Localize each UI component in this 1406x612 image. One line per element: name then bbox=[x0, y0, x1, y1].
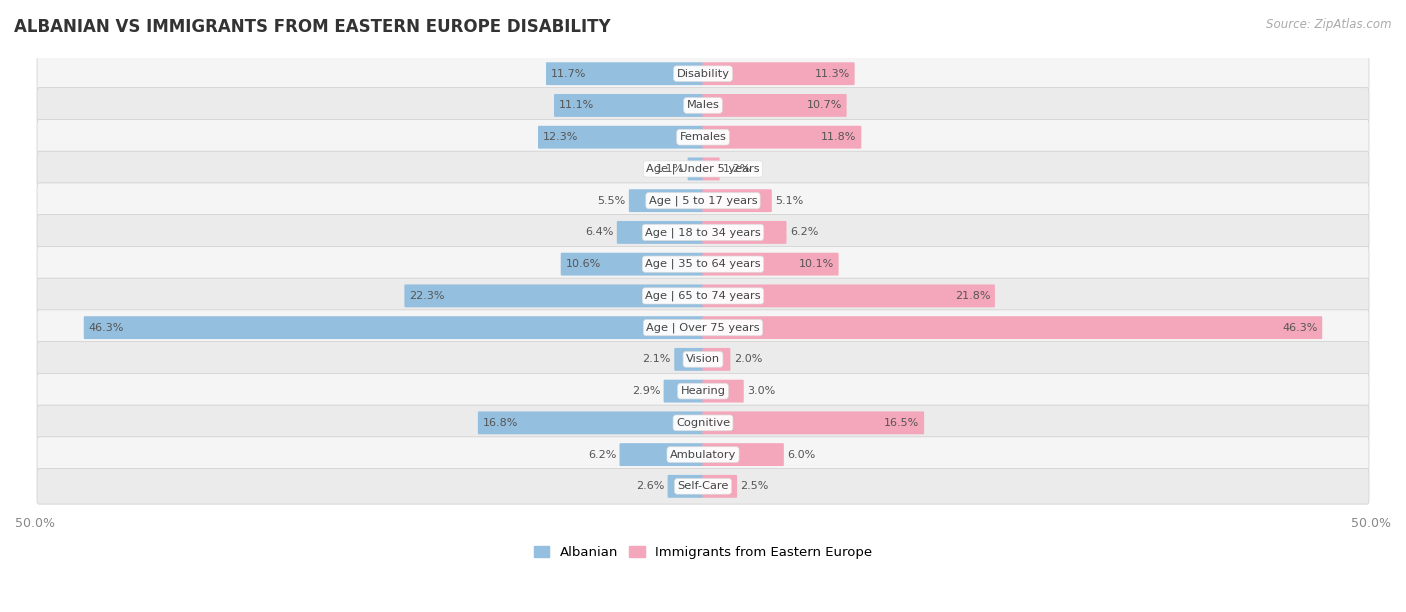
Text: 2.0%: 2.0% bbox=[734, 354, 762, 364]
Text: Ambulatory: Ambulatory bbox=[669, 450, 737, 460]
FancyBboxPatch shape bbox=[405, 285, 703, 307]
Text: 10.1%: 10.1% bbox=[799, 259, 834, 269]
FancyBboxPatch shape bbox=[703, 253, 838, 275]
FancyBboxPatch shape bbox=[554, 94, 703, 117]
Text: 46.3%: 46.3% bbox=[89, 323, 124, 333]
Text: 3.0%: 3.0% bbox=[747, 386, 775, 396]
FancyBboxPatch shape bbox=[703, 443, 783, 466]
Text: Females: Females bbox=[679, 132, 727, 142]
FancyBboxPatch shape bbox=[37, 88, 1369, 123]
Text: 6.2%: 6.2% bbox=[790, 228, 818, 237]
Text: Source: ZipAtlas.com: Source: ZipAtlas.com bbox=[1267, 18, 1392, 31]
FancyBboxPatch shape bbox=[664, 379, 703, 403]
Text: Age | 5 to 17 years: Age | 5 to 17 years bbox=[648, 195, 758, 206]
FancyBboxPatch shape bbox=[703, 62, 855, 85]
Text: Age | Under 5 years: Age | Under 5 years bbox=[647, 163, 759, 174]
Text: 10.7%: 10.7% bbox=[807, 100, 842, 110]
FancyBboxPatch shape bbox=[703, 189, 772, 212]
FancyBboxPatch shape bbox=[703, 125, 862, 149]
Text: Age | 35 to 64 years: Age | 35 to 64 years bbox=[645, 259, 761, 269]
FancyBboxPatch shape bbox=[37, 469, 1369, 504]
FancyBboxPatch shape bbox=[37, 183, 1369, 218]
Text: Males: Males bbox=[686, 100, 720, 110]
Text: 16.8%: 16.8% bbox=[482, 418, 517, 428]
FancyBboxPatch shape bbox=[37, 151, 1369, 187]
Legend: Albanian, Immigrants from Eastern Europe: Albanian, Immigrants from Eastern Europe bbox=[529, 540, 877, 564]
Text: Self-Care: Self-Care bbox=[678, 482, 728, 491]
Text: Age | Over 75 years: Age | Over 75 years bbox=[647, 323, 759, 333]
Text: 1.1%: 1.1% bbox=[657, 164, 685, 174]
Text: ALBANIAN VS IMMIGRANTS FROM EASTERN EUROPE DISABILITY: ALBANIAN VS IMMIGRANTS FROM EASTERN EURO… bbox=[14, 18, 610, 36]
FancyBboxPatch shape bbox=[84, 316, 703, 339]
FancyBboxPatch shape bbox=[37, 405, 1369, 441]
FancyBboxPatch shape bbox=[703, 411, 924, 435]
Text: 5.5%: 5.5% bbox=[598, 196, 626, 206]
Text: Age | 18 to 34 years: Age | 18 to 34 years bbox=[645, 227, 761, 237]
Text: 11.7%: 11.7% bbox=[551, 69, 586, 79]
Text: 21.8%: 21.8% bbox=[955, 291, 990, 301]
FancyBboxPatch shape bbox=[617, 221, 703, 244]
FancyBboxPatch shape bbox=[538, 125, 703, 149]
FancyBboxPatch shape bbox=[37, 278, 1369, 314]
Text: Hearing: Hearing bbox=[681, 386, 725, 396]
Text: Disability: Disability bbox=[676, 69, 730, 79]
FancyBboxPatch shape bbox=[620, 443, 703, 466]
FancyBboxPatch shape bbox=[37, 373, 1369, 409]
FancyBboxPatch shape bbox=[688, 157, 703, 181]
FancyBboxPatch shape bbox=[703, 475, 737, 498]
Text: Vision: Vision bbox=[686, 354, 720, 364]
Text: 2.6%: 2.6% bbox=[636, 482, 664, 491]
FancyBboxPatch shape bbox=[703, 379, 744, 403]
FancyBboxPatch shape bbox=[703, 316, 1322, 339]
Text: 16.5%: 16.5% bbox=[884, 418, 920, 428]
FancyBboxPatch shape bbox=[561, 253, 703, 275]
Text: 1.2%: 1.2% bbox=[723, 164, 751, 174]
Text: 12.3%: 12.3% bbox=[543, 132, 578, 142]
Text: 5.1%: 5.1% bbox=[775, 196, 803, 206]
Text: 2.1%: 2.1% bbox=[643, 354, 671, 364]
FancyBboxPatch shape bbox=[546, 62, 703, 85]
FancyBboxPatch shape bbox=[478, 411, 703, 435]
FancyBboxPatch shape bbox=[703, 348, 730, 371]
FancyBboxPatch shape bbox=[703, 94, 846, 117]
FancyBboxPatch shape bbox=[37, 56, 1369, 91]
Text: 11.8%: 11.8% bbox=[821, 132, 856, 142]
Text: Age | 65 to 74 years: Age | 65 to 74 years bbox=[645, 291, 761, 301]
FancyBboxPatch shape bbox=[668, 475, 703, 498]
Text: 6.0%: 6.0% bbox=[787, 450, 815, 460]
Text: 11.1%: 11.1% bbox=[558, 100, 593, 110]
Text: 2.5%: 2.5% bbox=[741, 482, 769, 491]
Text: 11.3%: 11.3% bbox=[814, 69, 851, 79]
FancyBboxPatch shape bbox=[703, 157, 720, 181]
Text: 2.9%: 2.9% bbox=[631, 386, 661, 396]
Text: Cognitive: Cognitive bbox=[676, 418, 730, 428]
FancyBboxPatch shape bbox=[703, 285, 995, 307]
FancyBboxPatch shape bbox=[37, 215, 1369, 250]
FancyBboxPatch shape bbox=[37, 310, 1369, 345]
FancyBboxPatch shape bbox=[37, 119, 1369, 155]
Text: 46.3%: 46.3% bbox=[1282, 323, 1317, 333]
FancyBboxPatch shape bbox=[703, 221, 786, 244]
Text: 6.4%: 6.4% bbox=[585, 228, 613, 237]
Text: 22.3%: 22.3% bbox=[409, 291, 444, 301]
FancyBboxPatch shape bbox=[37, 437, 1369, 472]
FancyBboxPatch shape bbox=[628, 189, 703, 212]
FancyBboxPatch shape bbox=[675, 348, 703, 371]
Text: 6.2%: 6.2% bbox=[588, 450, 616, 460]
Text: 10.6%: 10.6% bbox=[565, 259, 600, 269]
FancyBboxPatch shape bbox=[37, 341, 1369, 377]
FancyBboxPatch shape bbox=[37, 247, 1369, 282]
